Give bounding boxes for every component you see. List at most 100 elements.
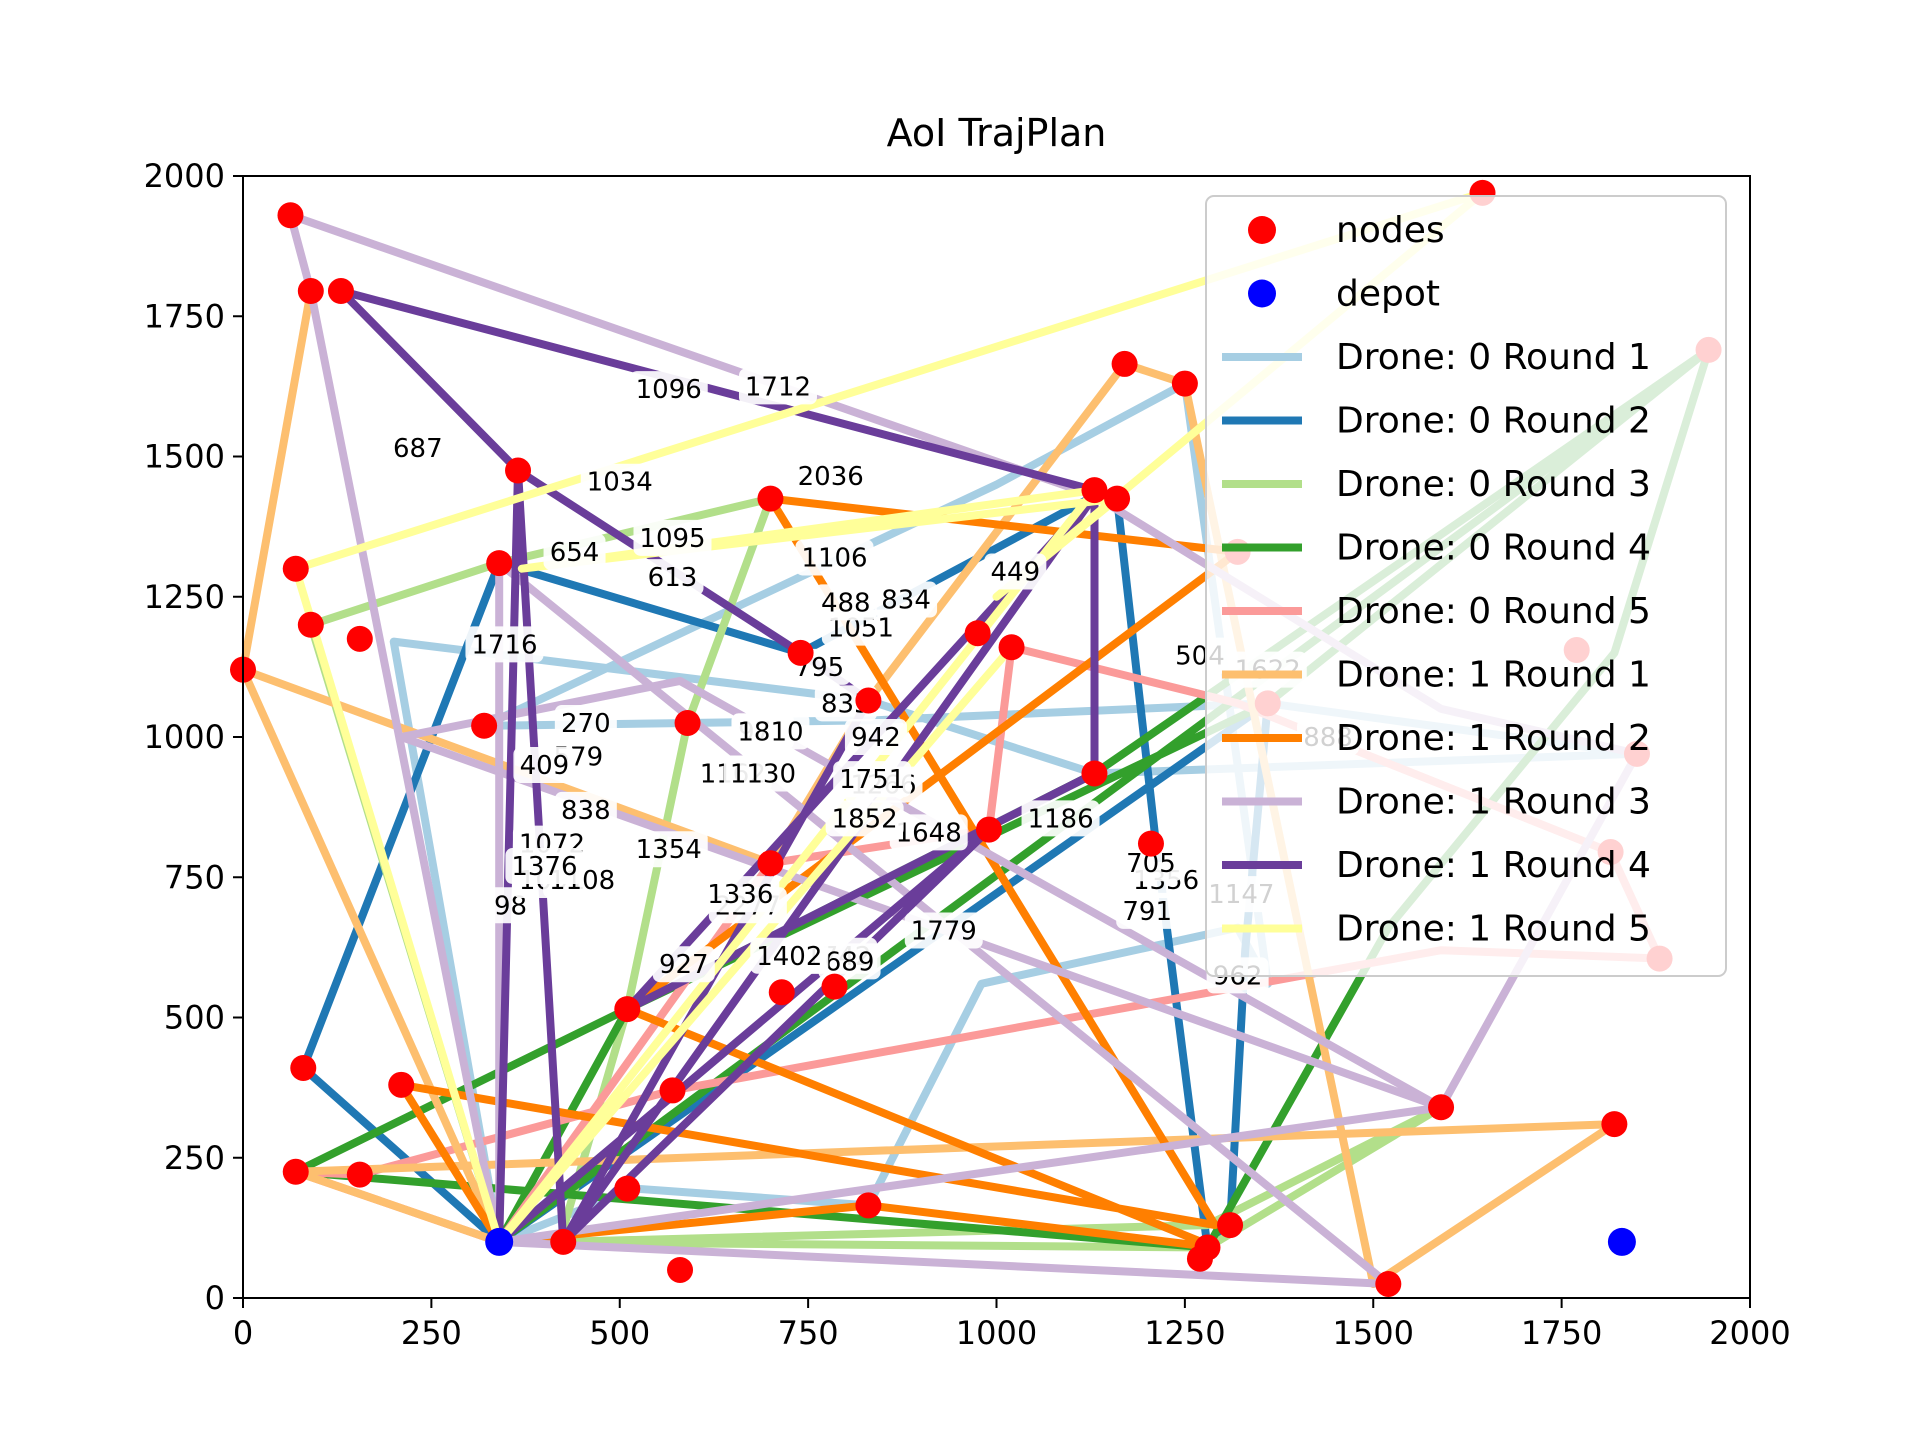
edge-label-text: 1106 bbox=[801, 543, 867, 573]
edge-label-4-3: 791 bbox=[1116, 892, 1179, 929]
edge-label-text: 942 bbox=[851, 723, 901, 753]
edge-label-box bbox=[554, 791, 617, 828]
edge-label-text: 270 bbox=[561, 709, 611, 739]
legend-label: Drone: 0 Round 3 bbox=[1336, 464, 1651, 505]
edge-label-text: 838 bbox=[561, 796, 611, 826]
edge-label-text: 1402 bbox=[756, 942, 822, 972]
legend-item-8: Drone: 1 Round 2 bbox=[1222, 718, 1651, 759]
node-point-37 bbox=[290, 1054, 317, 1081]
edge-label-text: 1186 bbox=[1027, 804, 1093, 834]
node-point-6 bbox=[1171, 370, 1198, 397]
series-line-7 bbox=[286, 211, 1641, 1288]
edge-label-box bbox=[825, 800, 904, 837]
legend: nodes depot Drone: 0 Round 1 Drone: 0 Round… bbox=[1205, 195, 1727, 977]
node-point-14 bbox=[346, 625, 373, 652]
edge-label-text: 927 bbox=[659, 950, 709, 980]
y-tick-label-2: 500 bbox=[164, 999, 225, 1037]
node-point-49 bbox=[1375, 1270, 1402, 1297]
x-tick-label-3: 750 bbox=[778, 1314, 839, 1352]
edge-label-box bbox=[875, 581, 938, 618]
depot-point-1 bbox=[1607, 1227, 1636, 1256]
node-point-5 bbox=[1111, 350, 1138, 377]
legend-marker bbox=[1248, 216, 1276, 244]
x-axis: 0 250 500 750 1000 1250 1500 1750 2000 bbox=[233, 1298, 1791, 1352]
chart-title: AoI TrajPlan bbox=[887, 111, 1107, 155]
edge-label-8-9: 654 bbox=[543, 533, 606, 570]
x-tick-label-8: 2000 bbox=[1709, 1314, 1790, 1352]
node-point-8 bbox=[757, 485, 784, 512]
node-point-7 bbox=[505, 457, 532, 484]
edge-label-7-3: 613 bbox=[641, 559, 704, 596]
x-tick-label-7: 1750 bbox=[1521, 1314, 1602, 1352]
edge-label-8-6: 942 bbox=[844, 719, 907, 755]
edge-label-text: 409 bbox=[520, 751, 570, 781]
node-point-32 bbox=[614, 996, 641, 1023]
edge-label-5-2: 409 bbox=[513, 747, 576, 784]
y-axis: 0 250 500 750 1000 1250 1500 1750 2000 bbox=[144, 157, 243, 1317]
edge-label-7-5: 1852 bbox=[825, 800, 904, 837]
edge-label-9-1: 834 bbox=[875, 581, 938, 618]
edge-label-box bbox=[1021, 800, 1100, 837]
series-line-5 bbox=[239, 287, 1619, 1288]
edge-label-box bbox=[513, 747, 576, 784]
edge-label-8-7: 488 bbox=[814, 584, 877, 621]
x-tick-label-2: 500 bbox=[589, 1314, 650, 1352]
edge-label-text: 1779 bbox=[911, 917, 977, 947]
edge-label-box bbox=[543, 533, 606, 570]
edge-label-text: 613 bbox=[648, 563, 698, 593]
edge-label-8-10: 927 bbox=[652, 946, 715, 983]
legend-label: nodes bbox=[1336, 210, 1445, 251]
edge-label-box bbox=[814, 584, 877, 621]
legend-label: Drone: 1 Round 4 bbox=[1336, 845, 1651, 886]
edge-label-box bbox=[465, 626, 544, 663]
edge-label-6-4: 449 bbox=[984, 553, 1047, 590]
legend-item-6: Drone: 0 Round 5 bbox=[1222, 591, 1651, 632]
edge-label-text: 1712 bbox=[745, 372, 811, 402]
node-point-36 bbox=[388, 1071, 415, 1098]
edge-label-6-3: 1810 bbox=[731, 713, 810, 750]
legend-label: Drone: 1 Round 5 bbox=[1336, 909, 1651, 950]
edge-label-box bbox=[984, 553, 1047, 590]
edge-label-text: 1096 bbox=[636, 375, 702, 405]
edge-label-7-0: 1716 bbox=[465, 626, 544, 663]
legend-label: Drone: 0 Round 4 bbox=[1336, 528, 1651, 569]
legend-label: Drone: 1 Round 2 bbox=[1336, 718, 1651, 759]
edge-label-6-2: 1779 bbox=[904, 912, 983, 949]
node-point-41 bbox=[346, 1161, 373, 1188]
legend-label: depot bbox=[1336, 274, 1440, 315]
series-line-8 bbox=[337, 287, 1099, 1246]
edge-label-8-2: 1376 bbox=[505, 848, 584, 885]
legend-item-1: depot bbox=[1248, 274, 1440, 315]
edge-label-text: 2036 bbox=[798, 462, 864, 492]
node-point-21 bbox=[471, 712, 498, 739]
edge-label-box bbox=[750, 937, 829, 974]
legend-item-10: Drone: 1 Round 4 bbox=[1222, 845, 1651, 886]
edge-label-box bbox=[844, 719, 907, 755]
node-point-40 bbox=[282, 1158, 309, 1185]
node-point-33 bbox=[768, 979, 795, 1006]
edge-label-0-1: 1106 bbox=[795, 539, 874, 576]
edge-label-7-4: 1034 bbox=[580, 463, 659, 500]
edge-label-text: 1852 bbox=[832, 804, 898, 834]
edge-label-box bbox=[723, 755, 802, 792]
edge-label-text: 687 bbox=[393, 434, 443, 464]
node-point-10 bbox=[1104, 485, 1131, 512]
legend-label: Drone: 0 Round 2 bbox=[1336, 401, 1651, 442]
edge-label-box bbox=[701, 876, 780, 913]
edge-label-box bbox=[629, 371, 708, 408]
node-point-35 bbox=[659, 1077, 686, 1104]
legend-item-2: Drone: 0 Round 1 bbox=[1222, 337, 1651, 378]
edge-label-box bbox=[554, 704, 617, 741]
edge-label-text: 791 bbox=[1122, 897, 1172, 927]
edge-label-box bbox=[731, 713, 810, 750]
edge-label-box bbox=[1119, 845, 1182, 882]
edge-label-text: 488 bbox=[821, 588, 871, 618]
edge-label-text: 1810 bbox=[737, 717, 803, 747]
y-tick-label-0: 0 bbox=[205, 1279, 225, 1317]
y-tick-label-3: 750 bbox=[164, 858, 225, 896]
node-point-28 bbox=[757, 850, 784, 877]
legend-item-0: nodes bbox=[1248, 210, 1445, 251]
edge-label-text: 1648 bbox=[896, 818, 962, 848]
edge-label-text: 1095 bbox=[639, 524, 705, 554]
